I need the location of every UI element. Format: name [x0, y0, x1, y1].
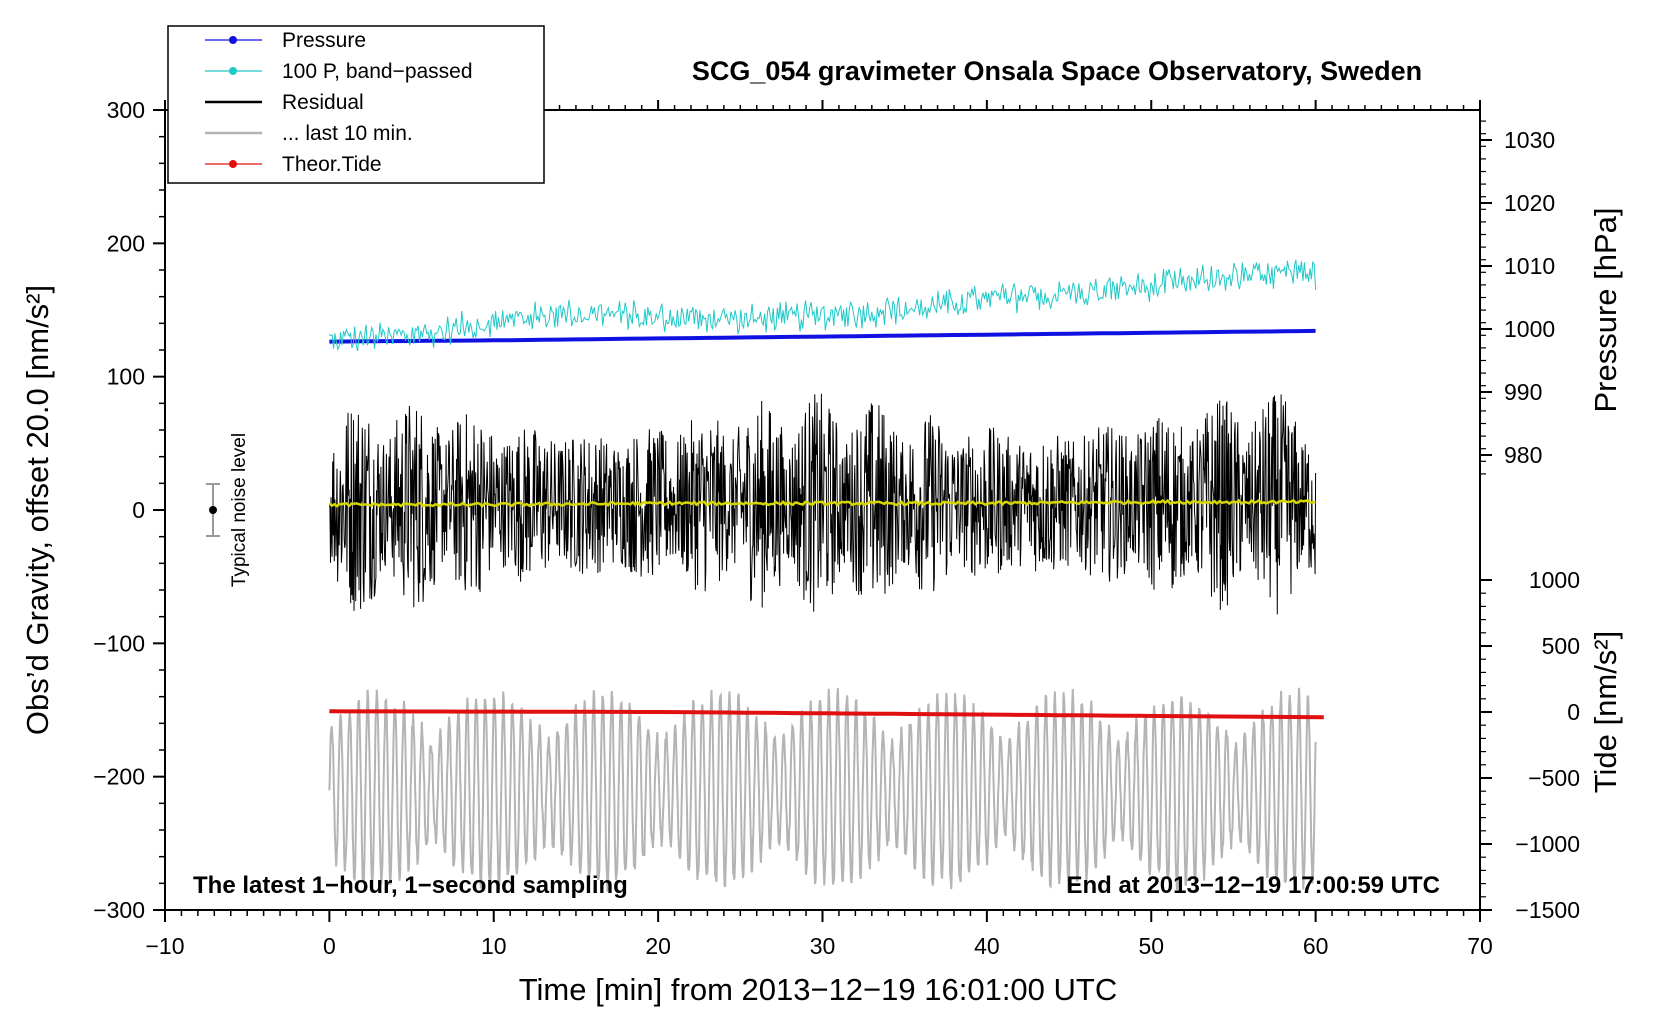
tide-tick-label: −1500 — [1515, 897, 1580, 923]
pressure-tick-label: 1030 — [1504, 127, 1555, 153]
footer-right: End at 2013−12−19 17:00:59 UTC — [1066, 872, 1440, 899]
x-tick-label: 30 — [810, 933, 836, 959]
legend-box — [167, 25, 545, 184]
x-tick-label: 60 — [1303, 933, 1329, 959]
y-tick-label: −100 — [93, 630, 145, 656]
y-tick-label: −300 — [93, 897, 145, 923]
legend-label: Residual — [282, 91, 364, 114]
series-tide — [329, 709, 1324, 720]
x-tick-label: 0 — [323, 933, 336, 959]
legend-label: Theor.Tide — [282, 153, 382, 176]
tide-tick-label: 1000 — [1529, 567, 1580, 593]
legend-entries: Pressure 100 P, band−passed Residual ... la… — [205, 29, 473, 176]
tide-tick-label: −1000 — [1515, 831, 1580, 857]
legend: Pressure 100 P, band−passed Residual ... la… — [167, 25, 545, 184]
x-tick-label: 10 — [481, 933, 507, 959]
y-axis-title-pressure: Pressure [hPa] — [1588, 207, 1623, 412]
y-tick-label: −200 — [93, 764, 145, 790]
pressure-tick-label: 1010 — [1504, 253, 1555, 279]
tick-layer: −10 0 10 20 30 40 50 60 703002001000−100−200−300… — [93, 97, 1580, 959]
x-tick-label: 50 — [1138, 933, 1164, 959]
y-tick-label: 100 — [107, 364, 145, 390]
pressure-tick-label: 1000 — [1504, 316, 1555, 342]
legend-label: 100 P, band−passed — [282, 60, 473, 83]
y-axis-title-tide: Tide [nm/s²] — [1588, 631, 1623, 794]
pressure-tick-label: 990 — [1504, 379, 1542, 405]
series-pressure — [329, 328, 1316, 344]
y-tick-label: 300 — [107, 97, 145, 123]
tide-tick-label: −500 — [1528, 765, 1580, 791]
pressure-tick-label: 1020 — [1504, 190, 1555, 216]
noise-indicator: Typical noise level — [206, 433, 250, 587]
footer-left: The latest 1−hour, 1−second sampling — [193, 872, 628, 899]
series-layer — [328, 259, 1324, 893]
series-last-10-min — [328, 687, 1317, 893]
noise-dot — [209, 506, 217, 514]
chart-title: SCG_054 gravimeter Onsala Space Observat… — [692, 56, 1422, 86]
y-tick-label: 0 — [132, 497, 145, 523]
pressure-tick-label: 980 — [1504, 442, 1542, 468]
y-tick-label: 200 — [107, 230, 145, 256]
series-residual — [328, 393, 1317, 615]
x-tick-label: −10 — [145, 933, 184, 959]
tide-tick-label: 500 — [1542, 633, 1580, 659]
series-residual-mean — [328, 498, 1316, 508]
noise-label: Typical noise level — [229, 433, 250, 587]
legend-marker — [229, 36, 237, 44]
legend-label: ... last 10 min. — [282, 122, 413, 145]
x-axis-title: Time [min] from 2013−12−19 16:01:00 UTC — [519, 972, 1118, 1007]
x-tick-label: 40 — [974, 933, 1000, 959]
legend-marker — [229, 160, 237, 168]
legend-label: Pressure — [282, 29, 366, 52]
legend-marker — [229, 67, 237, 75]
x-tick-label: 20 — [645, 933, 671, 959]
x-tick-label: 70 — [1467, 933, 1493, 959]
y-axis-title-left: Obs’d Gravity, offset 20.0 [nm/s²] — [20, 285, 55, 735]
tide-tick-label: 0 — [1567, 699, 1580, 725]
series-band-passed — [329, 259, 1317, 352]
